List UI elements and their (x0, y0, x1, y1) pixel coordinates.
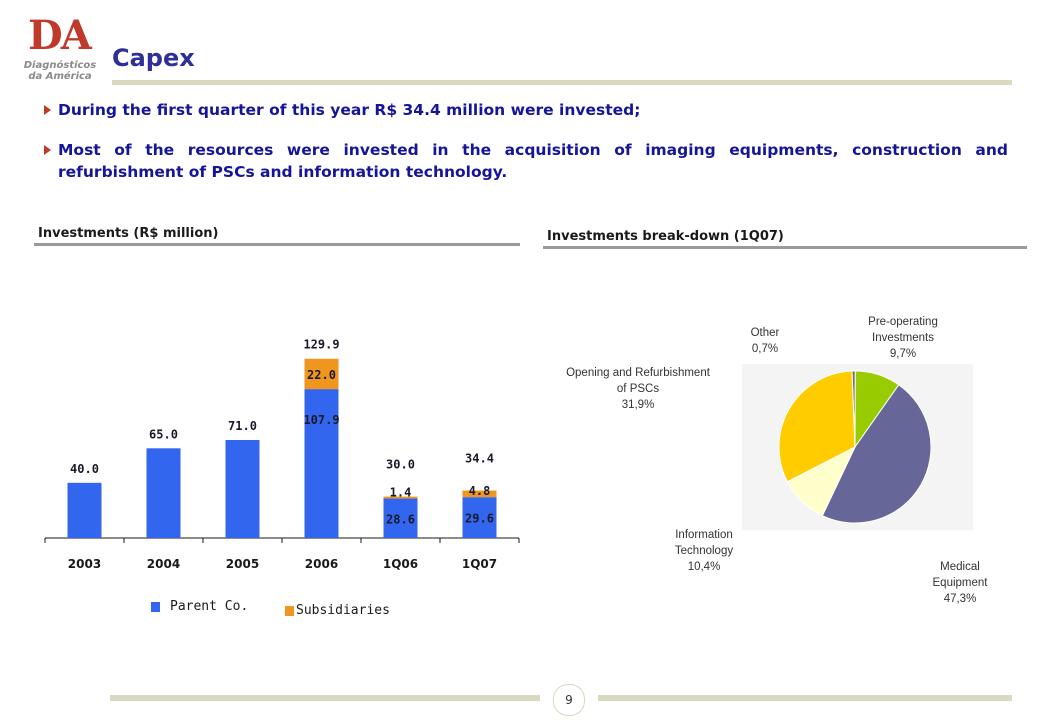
pie-label-it-line2: Technology (674, 545, 734, 557)
pie-label-psc-line1: Opening and Refurbishment (566, 367, 710, 379)
pie-slice-medical-equipment (821, 384, 932, 524)
bar-subsidiaries-2006 (304, 358, 339, 390)
x-tick-label-2004: 2004 (147, 557, 180, 571)
data-label-parent-2004: 65.0 (149, 427, 178, 441)
x-tick-label-2005: 2005 (226, 557, 259, 571)
pie-label-other-pct: 0,7% (751, 343, 779, 355)
data-label-parent-2005: 71.0 (228, 419, 257, 433)
bar-subsidiaries-1Q06 (383, 496, 418, 499)
page-title: Capex (112, 44, 195, 72)
pie-chart-section-label: Investments break-down (1Q07) (547, 229, 784, 244)
company-logo: DA (28, 12, 92, 59)
bullet-text: Most of the resources were invested in t… (58, 141, 1008, 181)
data-label-parent-2006: 107.9 (303, 413, 339, 427)
data-label-total-1Q06: 30.0 (386, 458, 415, 472)
pie-chart-section-rule (543, 246, 1027, 249)
pie-label-psc-pct: 31,9% (621, 399, 655, 411)
data-label-total-1Q07: 34.4 (465, 452, 494, 466)
pie-label-it: Information Technology 10,4% (654, 527, 754, 575)
bullet-point-1: During the first quarter of this year R$… (42, 99, 1008, 121)
data-label-subsidiaries-2006: 22.0 (307, 368, 336, 382)
x-tick-label-1Q06: 1Q06 (383, 557, 418, 571)
pie-label-preoperating: Pre-operating Investments 9,7% (848, 314, 958, 362)
title-underline (112, 80, 1012, 85)
legend-swatch-parent (151, 602, 160, 612)
bar-parent-1Q06 (383, 498, 418, 538)
logo-subtitle-line2: da América (28, 71, 92, 82)
x-tick-label-2006: 2006 (305, 557, 338, 571)
bar-parent-2004 (146, 448, 181, 538)
bar-chart-section-rule (34, 243, 520, 246)
pie-label-medical-line2: Equipment (932, 577, 988, 589)
footer-rule-right (598, 695, 1012, 701)
bullet-point-2: Most of the resources were invested in t… (42, 139, 1008, 183)
pie-label-medical-line1: Medical (940, 561, 980, 573)
pie-label-psc: Opening and Refurbishment of PSCs 31,9% (546, 365, 730, 413)
bar-parent-2003 (67, 482, 102, 538)
pie-label-other: Other 0,7% (733, 325, 797, 357)
pie-label-preoperating-pct: 9,7% (889, 348, 917, 360)
pie-label-psc-line2: of PSCs (616, 383, 660, 395)
x-tick-label-1Q07: 1Q07 (462, 557, 497, 571)
bullet-marker-icon (44, 105, 51, 115)
bar-subsidiaries-1Q07 (462, 490, 497, 498)
bar-chart-section-label: Investments (R$ million) (38, 226, 219, 241)
bar-parent-1Q07 (462, 497, 497, 538)
pie-slice-opening-and-refurbishment-of-pscs (778, 370, 856, 483)
legend-swatch-subsidiaries (285, 606, 294, 616)
bullet-text: During the first quarter of this year R$… (58, 101, 641, 119)
footer-rule-left (110, 695, 540, 701)
legend-label-subsidiaries: Subsidiaries (296, 603, 390, 618)
data-label-parent-1Q07: 29.6 (465, 512, 494, 526)
data-label-subsidiaries-1Q06: 1.4 (390, 486, 412, 500)
bullet-marker-icon (44, 145, 51, 155)
pie-label-other-name: Other (750, 327, 780, 339)
page-number: 9 (553, 684, 585, 716)
bar-parent-2005 (225, 440, 260, 538)
pie-label-preoperating-line1: Pre-operating (868, 316, 938, 328)
pie-label-it-pct: 10,4% (687, 561, 721, 573)
legend-label-parent: Parent Co. (170, 599, 249, 614)
company-logo-subtitle: Diagnósticos da América (22, 60, 98, 82)
pie-label-it-line1: Information (675, 529, 733, 541)
data-label-parent-2003: 40.0 (70, 462, 99, 476)
data-label-subsidiaries-1Q07: 4.8 (469, 484, 491, 498)
investments-bar-chart: 2003 40.0 2004 65.0 2005 71.0 2006 129.9 22.0 107… (44, 338, 520, 571)
x-tick-label-2003: 2003 (68, 557, 101, 571)
pie-label-preoperating-line2: Investments (872, 332, 934, 344)
bar-parent-2006 (304, 389, 339, 538)
pie-label-medical: Medical Equipment 47,3% (915, 559, 1005, 607)
logo-subtitle-line1: Diagnósticos (23, 60, 97, 71)
data-label-parent-1Q06: 28.6 (386, 512, 415, 526)
data-label-total-2006: 129.9 (303, 338, 339, 352)
pie-label-medical-pct: 47,3% (943, 593, 977, 605)
investments-pie-chart (742, 364, 973, 530)
